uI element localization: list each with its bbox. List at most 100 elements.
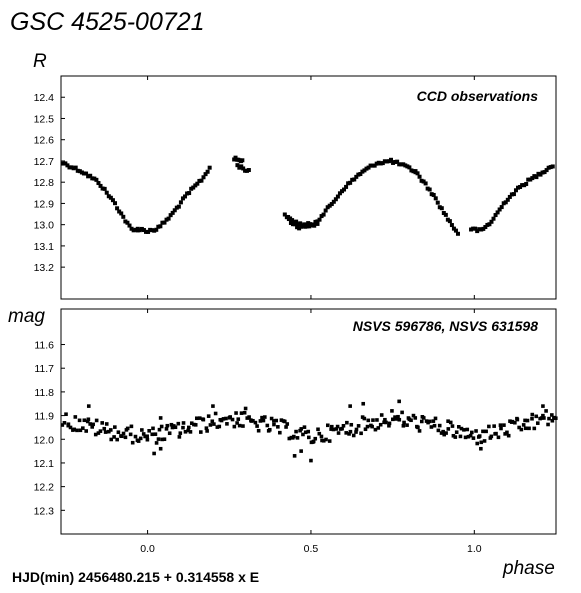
- data-point: [302, 222, 307, 227]
- data-point: [191, 185, 196, 190]
- data-point: [312, 223, 317, 228]
- data-point: [327, 439, 332, 443]
- data-point: [403, 163, 408, 168]
- data-point: [446, 427, 451, 431]
- data-point: [236, 417, 241, 421]
- y-tick-label: 12.2: [34, 482, 55, 494]
- data-point: [315, 221, 320, 226]
- data-point: [258, 419, 263, 423]
- data-point: [347, 432, 351, 436]
- data-point: [429, 425, 434, 429]
- data-point: [143, 229, 148, 234]
- data-point: [475, 229, 480, 234]
- data-point: [84, 171, 89, 176]
- data-point: [228, 415, 232, 419]
- data-point: [81, 426, 85, 430]
- data-point: [421, 416, 426, 420]
- data-point: [88, 422, 92, 426]
- data-point: [419, 419, 424, 424]
- data-point: [491, 216, 496, 221]
- data-point: [546, 165, 551, 170]
- data-point: [495, 210, 500, 215]
- data-point: [306, 429, 311, 434]
- data-point: [178, 431, 183, 435]
- data-point: [239, 411, 244, 415]
- data-point: [64, 412, 68, 417]
- data-point: [143, 434, 147, 439]
- data-point: [242, 410, 247, 415]
- data-point: [423, 181, 428, 186]
- data-point: [298, 221, 303, 226]
- data-point: [189, 186, 194, 191]
- data-point: [303, 224, 308, 229]
- data-point: [336, 431, 341, 435]
- data-point: [489, 434, 494, 439]
- data-point: [295, 436, 300, 440]
- data-point: [477, 434, 482, 438]
- data-point: [411, 413, 416, 418]
- data-point: [468, 433, 473, 438]
- data-point: [167, 431, 172, 436]
- data-point: [93, 432, 98, 437]
- data-point: [127, 223, 132, 228]
- data-point: [443, 212, 448, 217]
- data-point: [399, 162, 404, 167]
- data-point: [98, 429, 103, 433]
- data-point: [349, 422, 354, 427]
- data-point: [123, 219, 128, 224]
- data-point: [94, 177, 99, 182]
- data-point: [501, 201, 506, 206]
- data-point: [433, 416, 438, 421]
- data-point: [188, 430, 193, 434]
- data-point: [241, 424, 245, 428]
- data-point: [506, 433, 511, 438]
- data-point: [552, 415, 556, 420]
- data-point: [183, 429, 188, 434]
- data-point: [148, 227, 153, 232]
- data-point: [269, 416, 274, 421]
- data-point: [287, 436, 292, 441]
- data-point: [448, 420, 453, 425]
- data-point: [550, 413, 554, 417]
- data-point: [449, 223, 454, 228]
- data-point: [88, 173, 93, 178]
- data-point: [90, 176, 95, 181]
- data-point: [211, 404, 215, 408]
- data-point: [246, 168, 251, 173]
- data-point: [195, 181, 200, 186]
- data-point: [79, 170, 84, 175]
- data-point: [197, 178, 202, 183]
- data-point: [370, 163, 375, 168]
- data-point: [139, 226, 144, 231]
- data-point: [409, 168, 414, 173]
- data-point: [345, 420, 349, 425]
- data-point: [427, 187, 432, 192]
- data-point: [286, 214, 291, 219]
- data-point: [509, 192, 514, 197]
- y-tick-label: 12.7: [34, 156, 55, 168]
- data-point: [100, 186, 105, 191]
- data-point: [528, 177, 533, 182]
- data-point: [354, 427, 359, 432]
- data-point: [82, 418, 87, 423]
- data-point: [532, 174, 537, 179]
- data-point: [337, 191, 342, 196]
- data-point: [550, 418, 555, 423]
- data-point: [91, 422, 95, 427]
- data-point: [384, 420, 388, 425]
- ephemeris-footer: HJD(min) 2456480.215 + 0.314558 x E: [12, 569, 259, 585]
- panel-nsvs-frame: [60, 308, 557, 535]
- data-point: [544, 168, 549, 173]
- data-point: [181, 425, 185, 430]
- data-point: [156, 437, 161, 441]
- data-point: [317, 431, 322, 436]
- data-point: [204, 426, 209, 430]
- data-point: [451, 226, 456, 231]
- data-point: [416, 425, 420, 430]
- data-point: [471, 226, 476, 231]
- data-point: [317, 217, 322, 222]
- data-point: [427, 419, 432, 424]
- data-point: [319, 434, 324, 439]
- data-point: [104, 422, 109, 426]
- data-point: [525, 418, 530, 423]
